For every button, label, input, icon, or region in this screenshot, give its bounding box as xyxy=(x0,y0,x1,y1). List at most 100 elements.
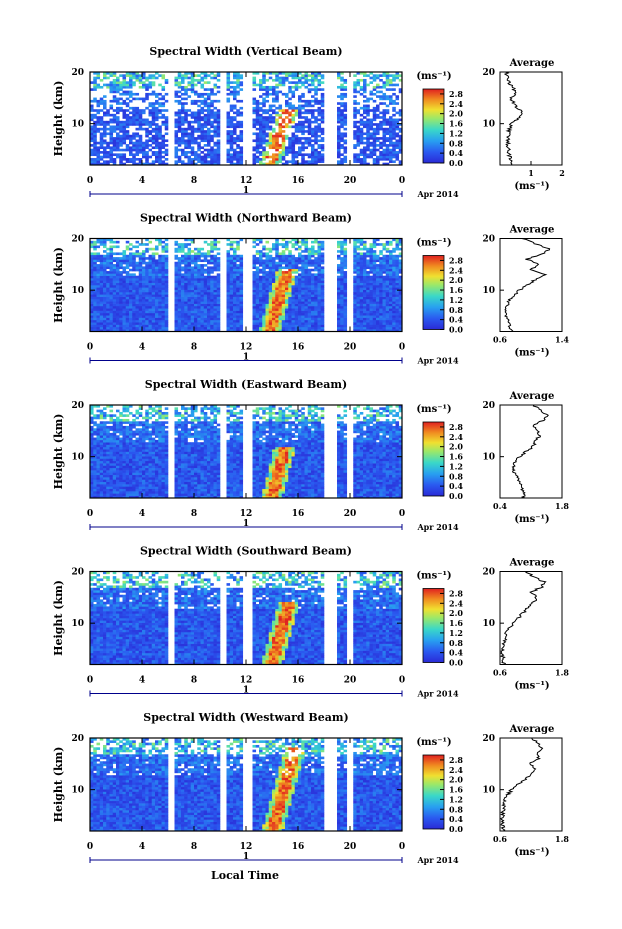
heatmap-cell xyxy=(294,315,299,318)
heatmap-cell xyxy=(385,132,390,136)
heatmap-cell xyxy=(194,151,198,154)
heatmap-cell xyxy=(317,240,322,244)
heatmap-cell xyxy=(177,245,182,249)
heatmap-cell xyxy=(106,280,110,283)
heatmap-cell xyxy=(259,296,263,300)
heatmap-cell xyxy=(119,287,123,290)
heatmap-cell xyxy=(158,305,162,309)
heatmap-cell xyxy=(116,148,120,152)
heatmap-cell xyxy=(359,238,364,242)
heatmap-cell xyxy=(376,291,380,295)
heatmap-cell xyxy=(210,329,214,332)
heatmap-cell xyxy=(294,72,299,75)
heatmap-cell xyxy=(259,310,263,314)
heatmap-cell xyxy=(151,111,156,115)
heatmap-cell xyxy=(337,139,341,143)
heatmap-cell xyxy=(252,296,257,300)
heatmap-cell xyxy=(314,322,318,325)
heatmap-cell xyxy=(268,329,273,332)
heatmap-cell xyxy=(184,298,188,302)
heatmap-cell xyxy=(382,85,387,89)
heatmap-cell xyxy=(262,296,266,300)
heatmap-cell xyxy=(262,99,266,103)
heatmap-cell xyxy=(262,312,266,316)
heatmap-cell xyxy=(285,317,289,321)
heatmap-cell xyxy=(197,294,201,297)
heatmap-cell xyxy=(213,238,218,242)
heatmap-cell xyxy=(376,109,380,112)
heatmap-cell xyxy=(311,88,315,91)
heatmap-cell xyxy=(278,106,283,110)
heatmap-cell xyxy=(135,296,140,300)
heatmap-cell xyxy=(369,97,374,101)
heatmap-cell xyxy=(314,72,318,75)
heatmap-cell xyxy=(268,296,273,300)
heatmap-cell xyxy=(145,151,149,154)
heatmap-cell xyxy=(255,305,260,309)
heatmap-cell xyxy=(187,296,192,300)
heatmap-cell xyxy=(372,243,377,246)
heatmap-cell xyxy=(236,247,240,251)
heatmap-cell xyxy=(229,298,234,302)
heatmap-cell xyxy=(106,127,110,131)
heatmap-cell xyxy=(200,72,205,75)
heatmap-cell xyxy=(281,162,286,166)
heatmap-cell xyxy=(337,282,341,286)
heatmap-cell xyxy=(278,261,283,265)
heatmap-cell xyxy=(343,329,348,332)
heatmap-cell xyxy=(268,118,273,122)
heatmap-cell xyxy=(174,303,179,307)
heatmap-cell xyxy=(174,310,179,314)
heatmap-cell xyxy=(265,275,270,279)
heatmap-cell xyxy=(213,266,218,270)
heatmap-cell xyxy=(272,141,276,145)
heatmap-cell xyxy=(151,104,156,108)
heatmap-cell xyxy=(304,250,309,253)
heatmap-cell xyxy=(184,319,188,323)
heatmap-cell xyxy=(207,144,211,147)
heatmap-cell xyxy=(281,329,286,332)
heatmap-cell xyxy=(145,123,149,126)
heatmap-cell xyxy=(314,132,318,136)
heatmap-cell xyxy=(135,162,140,166)
heatmap-cell xyxy=(265,247,270,251)
heatmap-cell xyxy=(317,298,322,302)
heatmap-cell xyxy=(395,134,400,138)
heatmap-cell xyxy=(194,83,198,87)
heatmap-cell xyxy=(265,317,270,321)
heatmap-cell xyxy=(213,319,218,323)
heatmap-cell xyxy=(99,155,104,159)
panel-title: Spectral Width (Vertical Beam) xyxy=(149,45,342,58)
heatmap-cell xyxy=(288,113,292,117)
heatmap-cell xyxy=(99,158,104,161)
heatmap-cell xyxy=(343,308,348,311)
heatmap-cell xyxy=(291,329,296,332)
heatmap-cell xyxy=(216,134,221,138)
heatmap-cell xyxy=(164,319,169,323)
heatmap-cell xyxy=(103,141,107,145)
heatmap-cell xyxy=(229,291,234,295)
heatmap-cell xyxy=(259,81,263,84)
heatmap-cell xyxy=(262,305,266,309)
heatmap-cell xyxy=(145,78,149,82)
heatmap-cell xyxy=(174,312,179,316)
heatmap-cell xyxy=(382,116,387,119)
heatmap-cell xyxy=(158,144,162,147)
heatmap-cell xyxy=(379,301,383,304)
heatmap-cell xyxy=(226,271,231,274)
heatmap-cell xyxy=(389,125,393,129)
heatmap-cell xyxy=(90,139,94,143)
heatmap-cell xyxy=(255,141,260,145)
heatmap-cell xyxy=(207,97,211,101)
heatmap-cell xyxy=(142,308,146,311)
heatmap-cell xyxy=(226,238,231,242)
heatmap-cell xyxy=(135,132,140,136)
heatmap-cell xyxy=(288,305,292,309)
heatmap-cell xyxy=(207,308,211,311)
heatmap-cell xyxy=(291,301,296,304)
heatmap-cell xyxy=(268,259,273,263)
heatmap-cell xyxy=(158,158,162,161)
heatmap-cell xyxy=(259,144,263,147)
heatmap-cell xyxy=(275,273,279,277)
heatmap-cell xyxy=(392,153,396,157)
